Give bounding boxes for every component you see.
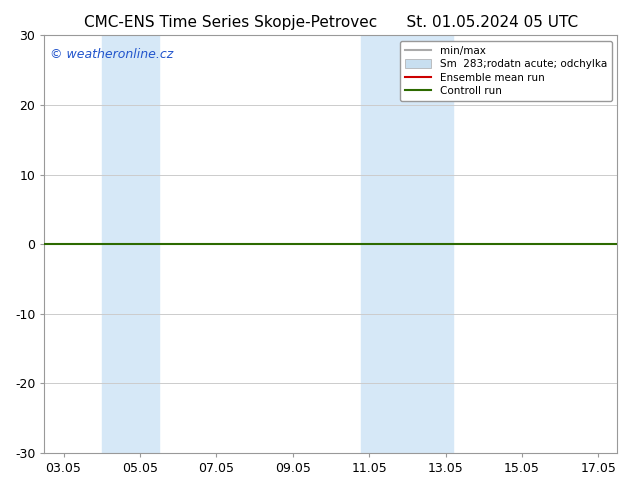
Bar bbox=[361, 35, 453, 453]
Bar bbox=[101, 35, 159, 453]
Title: CMC-ENS Time Series Skopje-Petrovec      St. 01.05.2024 05 UTC: CMC-ENS Time Series Skopje-Petrovec St. … bbox=[84, 15, 578, 30]
Text: © weatheronline.cz: © weatheronline.cz bbox=[50, 48, 173, 61]
Legend: min/max, Sm  283;rodatn acute; odchylka, Ensemble mean run, Controll run: min/max, Sm 283;rodatn acute; odchylka, … bbox=[400, 41, 612, 101]
